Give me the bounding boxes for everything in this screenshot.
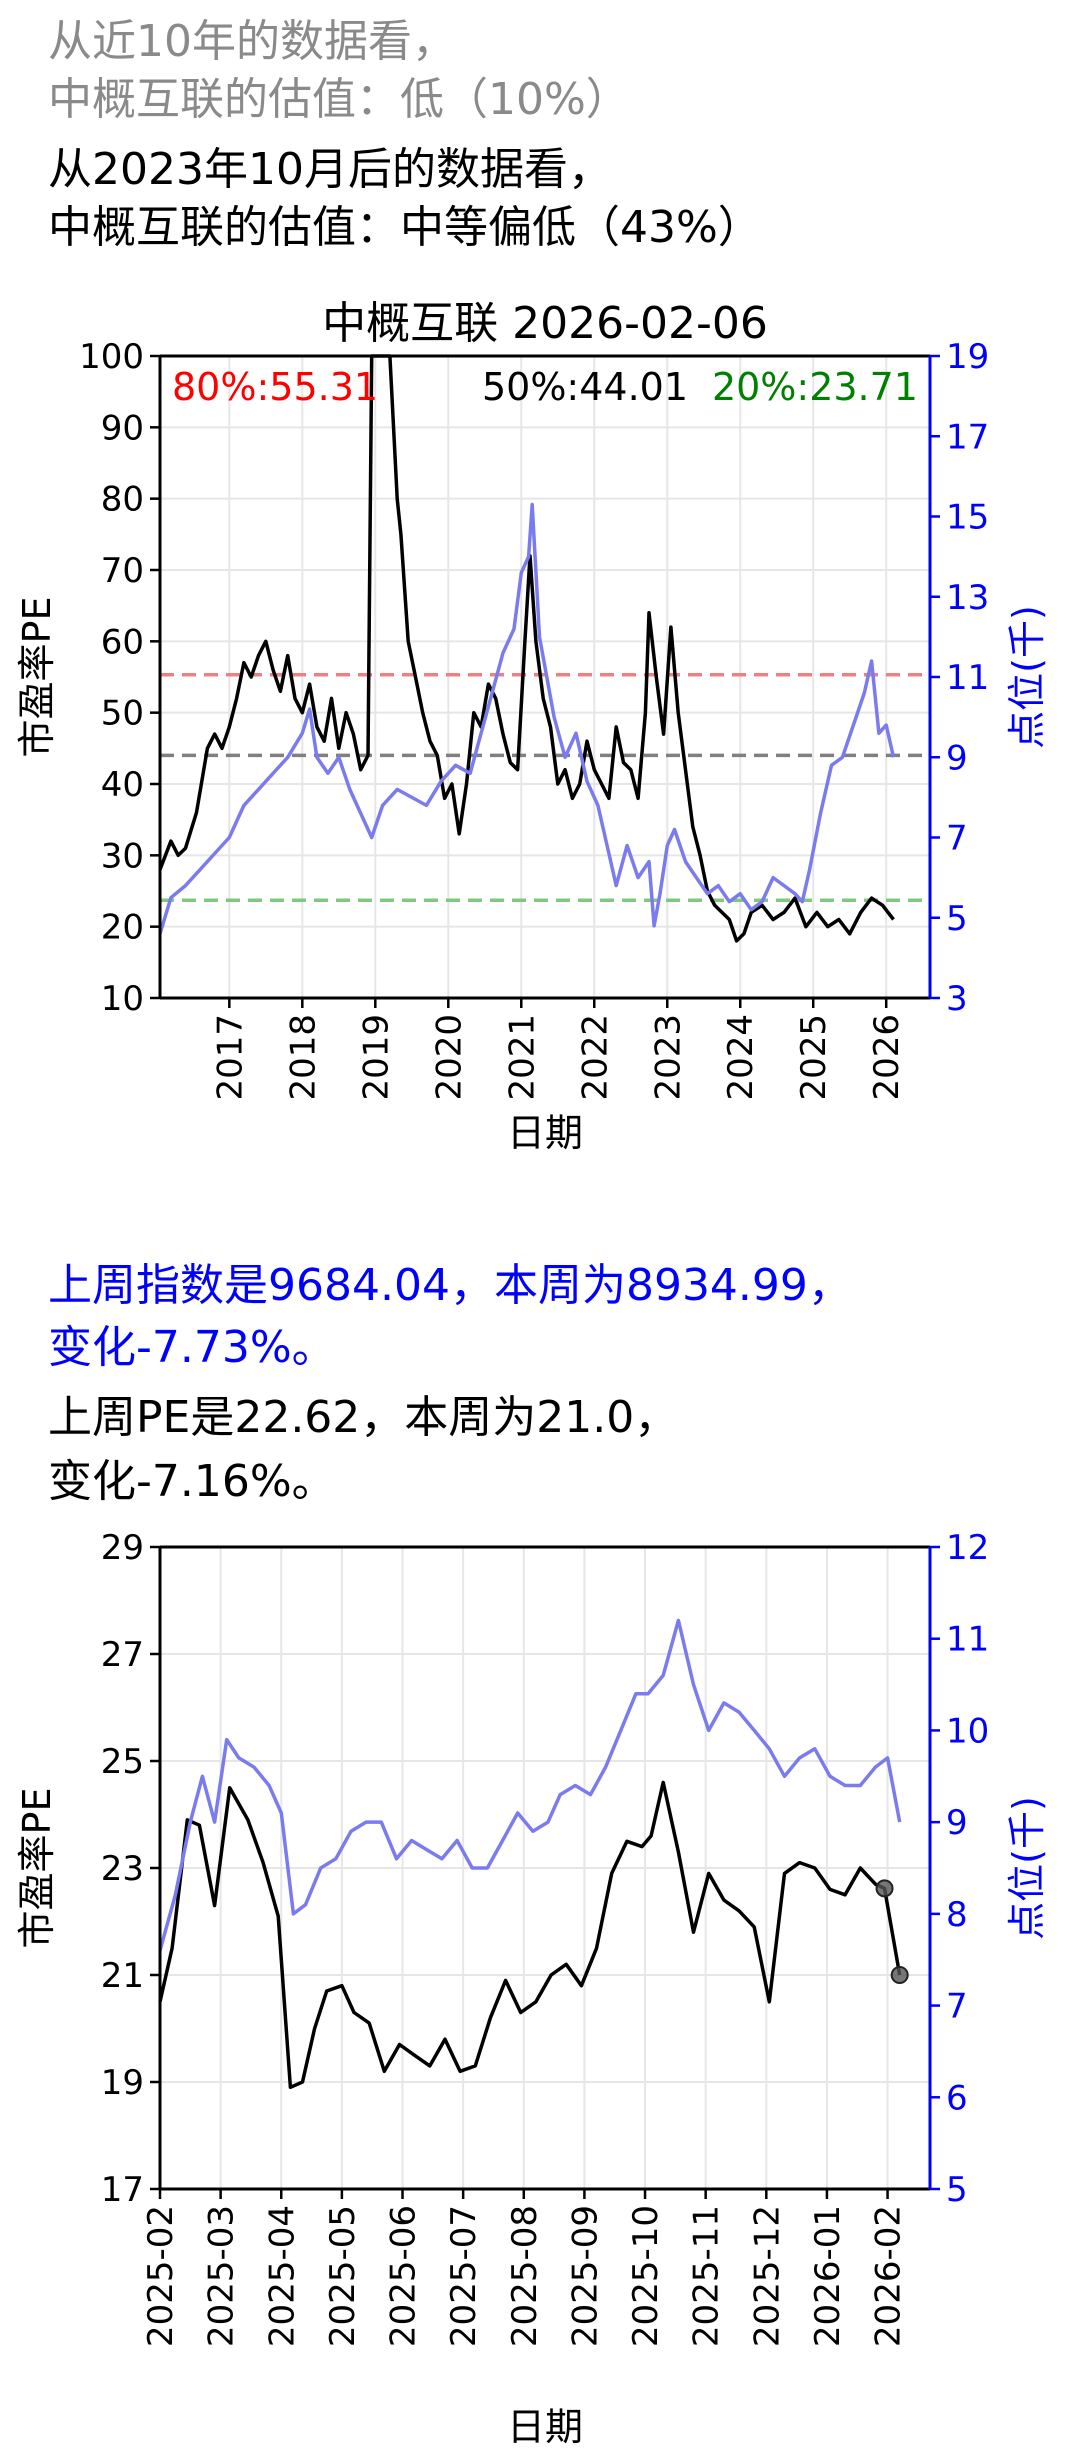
header-line-3: 从2023年10月后的数据看， xyxy=(48,144,612,195)
y-tick-label: 25 xyxy=(101,1742,144,1782)
x-tick-label: 2025-10 xyxy=(626,2205,666,2347)
x-tick-label: 2025-06 xyxy=(384,2205,424,2347)
index-change-line-2: 变化-7.73%。 xyxy=(48,1322,336,1373)
y-right-tick-label: 13 xyxy=(946,578,989,618)
x-tick-label: 2025-09 xyxy=(565,2205,605,2347)
y-right-tick-label: 8 xyxy=(946,1895,968,1935)
x-tick-label: 2025-03 xyxy=(202,2205,242,2347)
y-right-tick-label: 3 xyxy=(946,979,968,1019)
x-tick-label: 2025-02 xyxy=(141,2205,181,2347)
y-tick-label: 30 xyxy=(101,836,144,876)
y-right-tick-label: 15 xyxy=(946,498,989,538)
pe-chart-10y: 中概互联 2026-02-06 10 20 30 40 50 60 70 80 90 100 3 5 7 9… xyxy=(15,298,1049,1155)
y-tick-label: 40 xyxy=(101,765,144,805)
y-right-tick-label: 10 xyxy=(946,1711,989,1751)
pe-change-line-1: 上周PE是22.62，本周为21.0， xyxy=(48,1392,679,1443)
x-tick-label: 2024 xyxy=(721,1014,761,1101)
y-tick-label: 50 xyxy=(101,694,144,734)
percentile-label: 50%:44.01 xyxy=(482,365,688,409)
y-tick-label: 70 xyxy=(101,551,144,591)
y-right-tick-label: 5 xyxy=(946,899,968,939)
y-right-axis-label: 点位(千) xyxy=(1005,1796,1049,1940)
y-tick-label: 90 xyxy=(101,408,144,448)
y-tick-label: 21 xyxy=(101,1956,144,1996)
x-tick-label: 2020 xyxy=(429,1014,469,1101)
x-tick-label: 2026-01 xyxy=(808,2205,848,2347)
x-tick-label: 2026 xyxy=(867,1014,907,1101)
index-change-line-1: 上周指数是9684.04，本周为8934.99， xyxy=(48,1260,852,1311)
y-tick-label: 27 xyxy=(101,1635,144,1675)
y-tick-label: 23 xyxy=(101,1849,144,1889)
pe-series-line xyxy=(158,354,895,943)
x-tick-label: 2022 xyxy=(575,1014,615,1101)
x-tick-label: 2025 xyxy=(794,1014,834,1101)
y-tick-label: 29 xyxy=(101,1530,144,1568)
y-right-tick-label: 7 xyxy=(946,1987,968,2027)
x-tick-label: 2025-05 xyxy=(323,2205,363,2347)
y-tick-label: 60 xyxy=(101,622,144,662)
y-tick-label: 20 xyxy=(101,908,144,948)
x-tick-label: 2025-11 xyxy=(687,2205,727,2347)
pe-chart-1y: 17 19 21 23 25 27 29 5 6 7 8 9 10 11 12 2025-02 2025-03 2… xyxy=(15,1530,1049,2449)
x-tick-label: 2019 xyxy=(356,1014,396,1101)
x-tick-label: 2025-08 xyxy=(505,2205,545,2347)
y-axis-label: 市盈率PE xyxy=(15,1788,59,1949)
header-line-2: 中概互联的估值：低（10%） xyxy=(48,74,630,125)
percentile-label: 20%:23.71 xyxy=(712,365,918,409)
y-right-tick-label: 6 xyxy=(946,2078,968,2118)
pe-series-line xyxy=(158,1780,902,2090)
header-line-1: 从近10年的数据看， xyxy=(48,16,456,67)
y-right-tick-label: 9 xyxy=(946,1803,968,1843)
percentile-label: 80%:55.31 xyxy=(172,365,378,409)
highlight-point xyxy=(875,1879,894,1898)
y-tick-label: 17 xyxy=(101,2170,144,2210)
x-tick-label: 2025-12 xyxy=(747,2205,787,2347)
y-tick-label: 19 xyxy=(101,2063,144,2103)
y-right-tick-label: 5 xyxy=(946,2170,968,2210)
x-tick-label: 2017 xyxy=(210,1014,250,1101)
index-series-line xyxy=(158,502,896,935)
y-right-tick-label: 12 xyxy=(946,1530,989,1568)
y-tick-label: 100 xyxy=(79,337,144,377)
x-axis-label: 日期 xyxy=(507,2405,583,2449)
y-right-tick-label: 7 xyxy=(946,819,968,859)
x-tick-label: 2025-07 xyxy=(444,2205,484,2347)
y-axis-label: 市盈率PE xyxy=(15,597,59,758)
y-right-tick-label: 17 xyxy=(946,417,989,457)
chart-title: 中概互联 2026-02-06 xyxy=(322,298,768,349)
x-tick-label: 2026-02 xyxy=(869,2205,909,2347)
highlight-point xyxy=(890,1966,909,1984)
y-right-tick-label: 9 xyxy=(946,738,968,778)
index-series-line xyxy=(158,1618,902,1951)
y-right-tick-label: 11 xyxy=(946,1620,989,1660)
y-right-tick-label: 11 xyxy=(946,658,989,698)
x-tick-label: 2021 xyxy=(502,1014,542,1101)
x-tick-label: 2018 xyxy=(283,1014,323,1101)
y-right-tick-label: 19 xyxy=(946,337,989,377)
x-tick-label: 2023 xyxy=(648,1014,688,1101)
y-tick-label: 10 xyxy=(101,979,144,1019)
y-right-axis-label: 点位(千) xyxy=(1005,605,1049,749)
pe-change-line-2: 变化-7.16%。 xyxy=(48,1456,336,1507)
header-line-4: 中概互联的估值：中等偏低（43%） xyxy=(48,202,762,253)
x-axis-label: 日期 xyxy=(507,1111,583,1155)
y-tick-label: 80 xyxy=(101,480,144,520)
x-tick-label: 2025-04 xyxy=(262,2205,302,2347)
